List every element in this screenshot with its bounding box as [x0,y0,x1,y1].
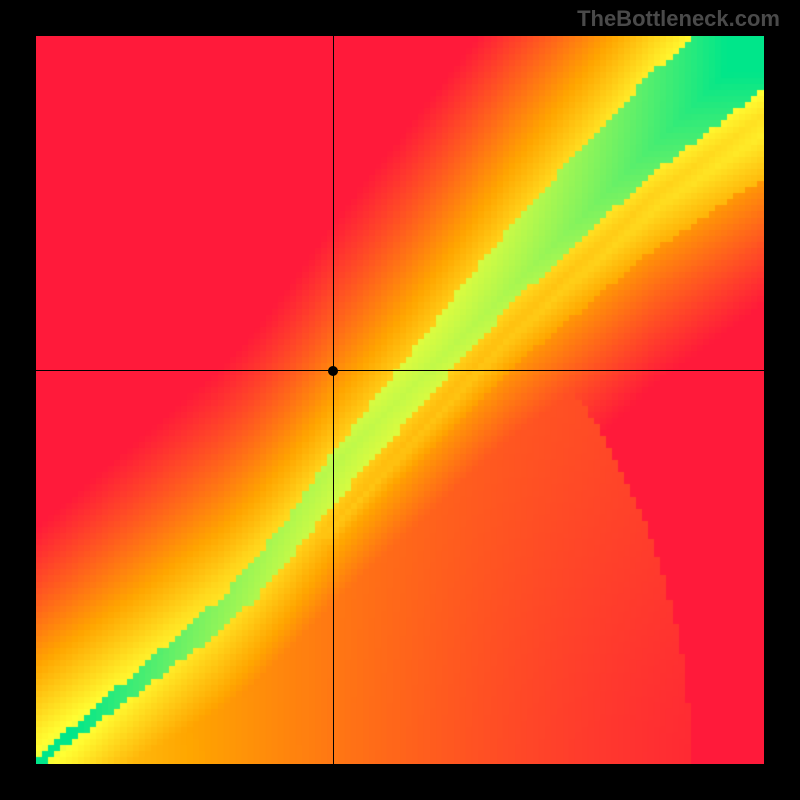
watermark-text: TheBottleneck.com [577,6,780,32]
crosshair-horizontal [36,370,764,371]
data-point-marker [328,366,338,376]
crosshair-vertical [333,36,334,764]
heatmap-plot-area [36,36,764,764]
chart-container: TheBottleneck.com [0,0,800,800]
heatmap-canvas [36,36,764,764]
